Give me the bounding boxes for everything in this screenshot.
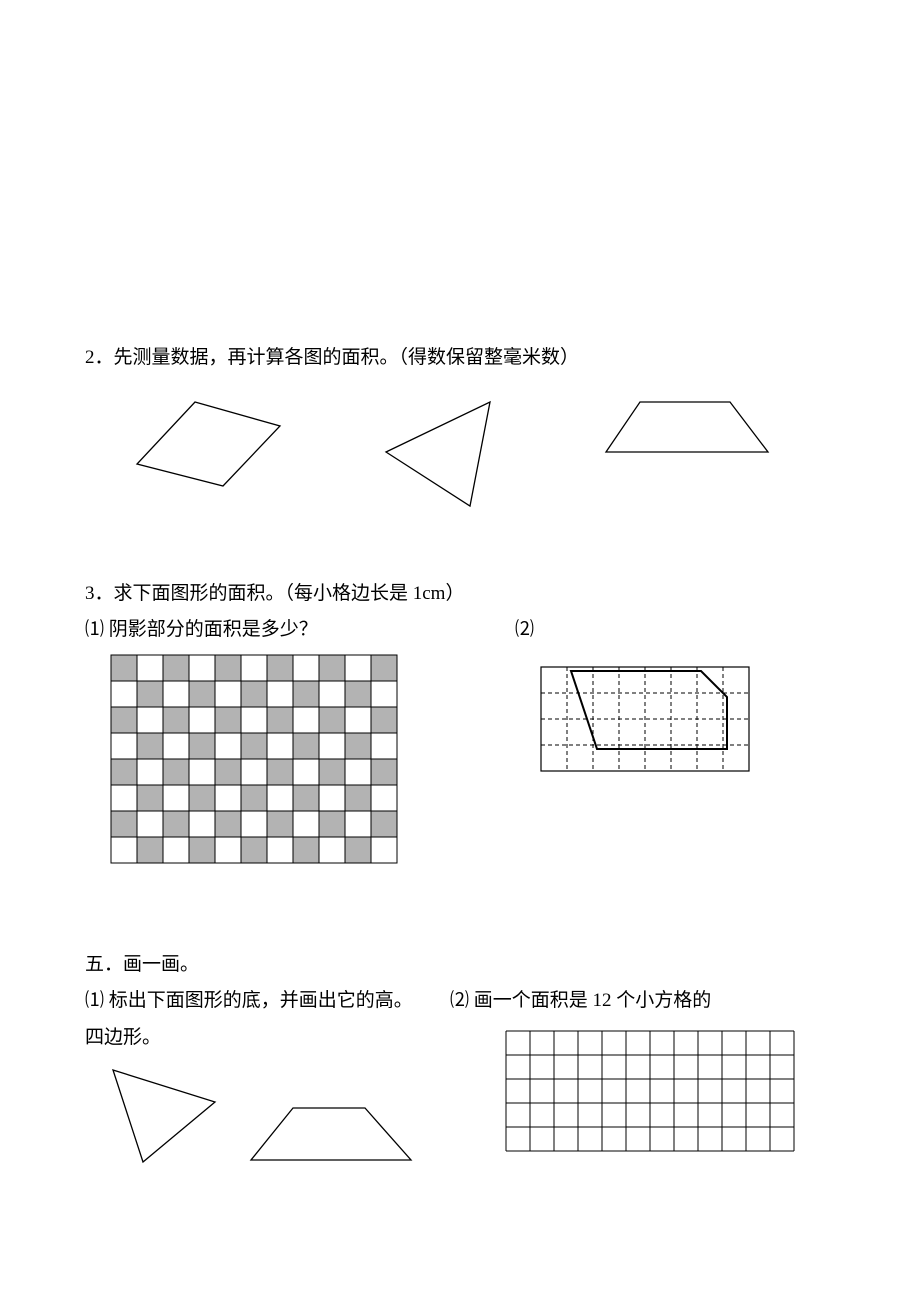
q5-row2: 四边形。 xyxy=(85,1020,835,1172)
q2-shapes-row xyxy=(85,396,835,516)
q3-figures-row xyxy=(85,648,835,877)
q3-sub2-label: ⑵ xyxy=(515,619,534,640)
q3-sub1-label: ⑴ 阴影部分的面积是多少？ xyxy=(85,619,318,640)
q3-dashed-grid xyxy=(540,666,750,772)
q5-trapezoid xyxy=(245,1102,420,1172)
q3-sub2: ⑵ xyxy=(515,612,534,648)
q2-triangle xyxy=(380,396,510,516)
q3-checkerboard xyxy=(110,654,398,864)
q5-sub1-line2: 四边形。 xyxy=(85,1027,161,1048)
q5-sub1-line1: ⑴ 标出下面图形的底，并画出它的高。 xyxy=(85,990,413,1011)
q5-left-col: ⑴ 标出下面图形的底，并画出它的高。 xyxy=(85,983,430,1019)
worksheet-page: 2．先测量数据，再计算各图的面积。（得数保留整毫米数） 3．求下面图形的面积。（… xyxy=(0,0,920,1272)
q5-heading: 五．画一画。 xyxy=(85,947,835,983)
q2-text: 2．先测量数据，再计算各图的面积。（得数保留整毫米数） xyxy=(85,340,835,376)
q5-right-col: ⑵ 画一个面积是 12 个小方格的 xyxy=(450,983,711,1019)
q5-blank-grid xyxy=(505,1030,795,1152)
q2-trapezoid xyxy=(600,396,780,466)
q5-shapes xyxy=(85,1062,430,1172)
q3-subrow: ⑴ 阴影部分的面积是多少？ ⑵ xyxy=(85,612,835,648)
q2-parallelogram xyxy=(125,396,300,501)
q5-sub2-label: ⑵ 画一个面积是 12 个小方格的 xyxy=(450,990,711,1011)
q3-text: 3．求下面图形的面积。（每小格边长是 1cm） xyxy=(85,576,835,612)
q5-triangle xyxy=(105,1062,225,1172)
q3-sub1: ⑴ 阴影部分的面积是多少？ xyxy=(85,612,445,648)
q5-row: ⑴ 标出下面图形的底，并画出它的高。 ⑵ 画一个面积是 12 个小方格的 xyxy=(85,983,835,1019)
